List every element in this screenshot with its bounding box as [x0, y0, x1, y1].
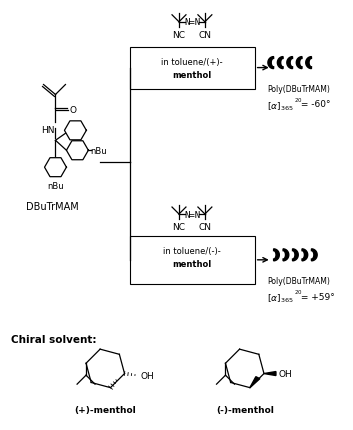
- Text: (-)-menthol: (-)-menthol: [216, 405, 274, 414]
- Text: menthol: menthol: [172, 71, 211, 80]
- Polygon shape: [283, 249, 289, 261]
- Text: HN: HN: [41, 126, 54, 135]
- Text: $^{20}$: $^{20}$: [294, 97, 302, 106]
- Text: OH: OH: [140, 371, 154, 380]
- Text: NC: NC: [173, 222, 185, 231]
- Text: O: O: [70, 106, 76, 115]
- Polygon shape: [306, 58, 311, 69]
- Text: DBuTrMAM: DBuTrMAM: [26, 202, 79, 212]
- Text: in toluene/(-)-: in toluene/(-)-: [163, 247, 221, 256]
- Polygon shape: [302, 249, 308, 261]
- Text: $[\alpha]_{365}$: $[\alpha]_{365}$: [267, 292, 293, 304]
- Text: Poly(DBuTrMAM): Poly(DBuTrMAM): [267, 84, 330, 93]
- Polygon shape: [287, 58, 293, 69]
- Text: nBu: nBu: [47, 182, 64, 190]
- Text: NC: NC: [173, 31, 185, 40]
- Text: Poly(DBuTrMAM): Poly(DBuTrMAM): [267, 276, 330, 285]
- Polygon shape: [264, 372, 276, 376]
- Text: N=N: N=N: [184, 18, 200, 27]
- Text: $[\alpha]_{365}$: $[\alpha]_{365}$: [267, 100, 293, 113]
- Polygon shape: [274, 249, 279, 261]
- Polygon shape: [293, 249, 298, 261]
- Bar: [130, 237, 255, 284]
- Text: $^{20}$: $^{20}$: [294, 289, 302, 298]
- Text: (+)-menthol: (+)-menthol: [74, 405, 136, 414]
- Text: nBu: nBu: [90, 146, 107, 155]
- Bar: [130, 48, 255, 90]
- Text: = -60°: = -60°: [298, 100, 330, 109]
- Text: menthol: menthol: [172, 260, 211, 269]
- Polygon shape: [311, 249, 317, 261]
- Polygon shape: [277, 58, 283, 69]
- Text: in toluene/(+)-: in toluene/(+)-: [161, 58, 223, 67]
- Text: = +59°: = +59°: [298, 292, 334, 301]
- Text: CN: CN: [198, 31, 211, 40]
- Text: CN: CN: [198, 222, 211, 231]
- Polygon shape: [250, 377, 260, 388]
- Polygon shape: [296, 58, 302, 69]
- Text: Chiral solvent:: Chiral solvent:: [11, 334, 96, 344]
- Text: N=N: N=N: [184, 210, 200, 219]
- Text: OH: OH: [279, 369, 293, 378]
- Polygon shape: [268, 58, 274, 69]
